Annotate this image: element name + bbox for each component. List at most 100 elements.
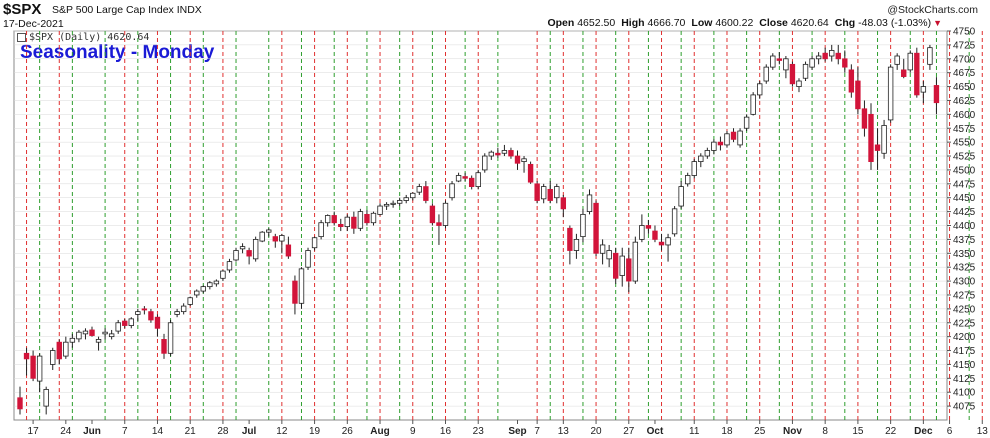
candle-body	[704, 150, 711, 157]
candle-body	[331, 215, 337, 224]
x-tick-label: 14	[152, 426, 164, 437]
x-axis: 17 24 Jun 7 14 21 28 Jul 12 19 26 Aug 9 16 23 Sep 7 13 20 2…	[28, 420, 988, 437]
candle-body	[743, 116, 750, 129]
x-tick-label: 28	[217, 426, 229, 437]
symbol-title: $SPX	[3, 1, 42, 18]
candle-body	[815, 55, 822, 60]
x-tick-label: Sep	[508, 426, 526, 437]
candle-body	[599, 244, 606, 254]
y-tick-label: 4200	[953, 332, 976, 343]
candle-body	[488, 151, 495, 157]
x-tick-label: 12	[276, 426, 288, 437]
candle-body	[874, 144, 881, 151]
quote-date: 17-Dec-2021	[3, 18, 64, 30]
candle-body	[482, 155, 488, 171]
candle-body	[606, 250, 612, 260]
candle-body	[102, 331, 108, 335]
candle-body	[619, 255, 625, 276]
candle-body	[122, 320, 128, 326]
candle-body	[272, 236, 278, 242]
candle-body	[901, 69, 907, 77]
candle-body	[194, 290, 200, 296]
candle-body	[30, 355, 36, 379]
x-tick-label: 27	[623, 426, 635, 437]
candle-body	[789, 63, 796, 85]
candle-body	[802, 63, 809, 79]
candle-body	[573, 238, 580, 251]
x-tick-label: 16	[440, 426, 452, 437]
x-tick-label: Oct	[647, 426, 664, 437]
candle-body	[383, 203, 390, 207]
candle-body	[220, 270, 226, 279]
y-tick-label: 4250	[953, 304, 976, 315]
y-tick-label: 4725	[953, 40, 976, 51]
candle-body	[364, 213, 370, 224]
candle-body	[338, 223, 344, 228]
candle-body	[135, 311, 141, 315]
candle-body	[560, 197, 567, 210]
candle-body	[848, 69, 855, 93]
candle-body	[567, 227, 573, 251]
y-tick-label: 4075	[953, 402, 976, 413]
candle-body	[835, 52, 841, 60]
candle-body	[907, 52, 913, 71]
y-tick-label: 4700	[953, 54, 976, 65]
y-tick-label: 4300	[953, 277, 976, 288]
y-tick-label: 4525	[953, 152, 976, 163]
candle-body	[796, 80, 802, 87]
candle-body	[128, 318, 134, 326]
y-tick-label: 4600	[953, 110, 976, 121]
candle-body	[200, 286, 206, 292]
candle-body	[730, 131, 737, 140]
candle-body	[311, 237, 318, 249]
y-tick-label: 4125	[953, 374, 976, 385]
open-value: Open 4652.50	[547, 17, 616, 29]
candle-body	[658, 241, 665, 246]
candle-body	[534, 183, 540, 201]
candle-body	[495, 152, 501, 156]
x-tick-label: 15	[852, 426, 864, 437]
candle-body	[639, 225, 645, 240]
y-tick-label: 4225	[953, 318, 976, 329]
x-tick-label: Aug	[370, 426, 389, 437]
candle-body	[462, 176, 468, 179]
candle-body	[455, 175, 462, 182]
candle-body	[613, 252, 619, 279]
y-tick-label: 4625	[953, 96, 976, 107]
y-tick-label: 4550	[953, 138, 976, 149]
candle-body	[76, 331, 82, 340]
quote-summary: Open 4652.50 High 4666.70 Low 4600.22 Cl…	[547, 17, 942, 29]
candle-body	[161, 339, 167, 354]
candle-body	[652, 230, 658, 240]
series-legend: $SPX (Daily) 4620.64	[17, 32, 149, 43]
candle-body	[887, 66, 894, 121]
candle-body	[626, 258, 632, 282]
candle-body	[783, 58, 789, 71]
x-tick-label: 26	[342, 426, 354, 437]
candle-body	[36, 355, 43, 382]
low-value: Low 4600.22	[691, 17, 754, 29]
candle-body	[554, 186, 560, 199]
candle-body	[410, 192, 416, 199]
candle-body	[148, 311, 154, 321]
candle-body	[763, 66, 769, 82]
candle-body	[540, 186, 547, 200]
close-value: Close 4620.64	[759, 17, 829, 29]
candle-body	[416, 186, 423, 193]
x-tick-label: Jun	[83, 426, 101, 437]
candle-body	[351, 216, 357, 229]
candle-body	[829, 50, 835, 57]
candle-body	[632, 241, 639, 282]
candle-body	[167, 322, 174, 354]
candle-body	[174, 311, 180, 315]
y-tick-label: 4400	[953, 221, 976, 232]
candle-body	[279, 235, 285, 242]
candle-body	[69, 337, 76, 343]
y-tick-label: 4375	[953, 235, 976, 246]
candle-body	[678, 186, 684, 207]
candle-body	[396, 200, 403, 204]
candle-body	[920, 86, 927, 93]
candle-body	[698, 155, 704, 162]
chart-title: Seasonality - Monday	[20, 42, 215, 63]
candle-body	[292, 280, 298, 304]
